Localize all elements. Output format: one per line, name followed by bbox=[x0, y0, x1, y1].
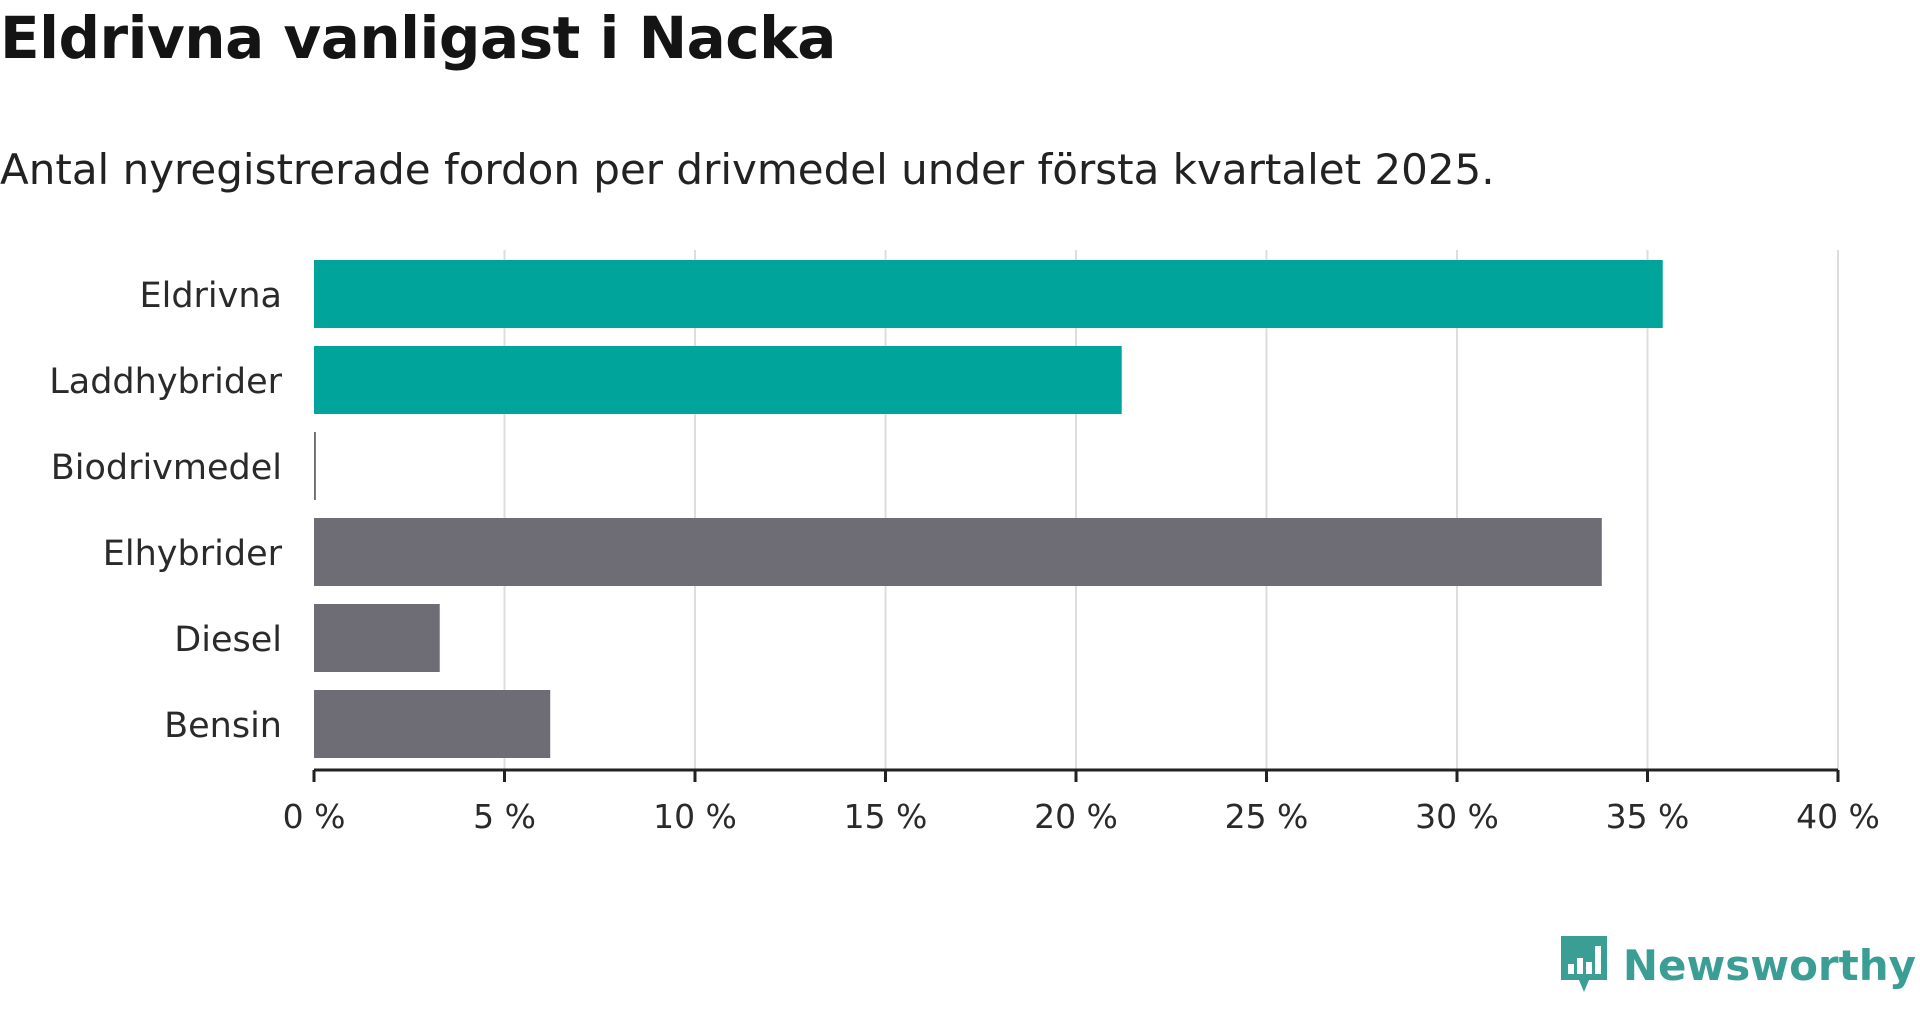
x-tick-label: 30 % bbox=[1415, 797, 1499, 836]
bar-chart-logo-icon bbox=[1560, 936, 1607, 992]
x-tick-label: 35 % bbox=[1606, 797, 1690, 836]
gridlines bbox=[503, 250, 1839, 770]
bars bbox=[314, 260, 1663, 758]
bar-chart: 0 % 5 % 10 % 15 % 20 % 25 % 30 % 35 % 40 % Eldri… bbox=[49, 250, 1880, 836]
category-label: Laddhybrider bbox=[49, 362, 282, 402]
chart-subtitle: Antal nyregistrerade fordon per drivmede… bbox=[0, 145, 1495, 194]
x-tick-label: 15 % bbox=[844, 797, 928, 836]
category-labels: Eldrivna Laddhybrider Biodrivmedel Elhybrid… bbox=[49, 276, 282, 746]
x-tick-label: 10 % bbox=[653, 797, 737, 836]
x-tick-label: 40 % bbox=[1796, 797, 1880, 836]
category-label: Biodrivmedel bbox=[51, 448, 282, 488]
bar-laddhybrider bbox=[314, 346, 1122, 414]
category-label: Diesel bbox=[174, 620, 282, 660]
bar-biodrivmedel bbox=[314, 432, 316, 500]
bar-elhybrider bbox=[314, 518, 1602, 586]
category-label: Bensin bbox=[164, 706, 282, 746]
brand-name: Newsworthy bbox=[1622, 940, 1916, 990]
category-label: Eldrivna bbox=[139, 276, 282, 316]
bar-bensin bbox=[314, 690, 551, 758]
x-tick-label: 20 % bbox=[1034, 797, 1118, 836]
brand-logo: Newsworthy bbox=[1559, 934, 1916, 996]
bar-eldrivna bbox=[314, 260, 1663, 328]
x-tick-label: 5 % bbox=[473, 797, 536, 836]
category-label: Elhybrider bbox=[103, 534, 283, 574]
x-tick-label: 0 % bbox=[283, 797, 346, 836]
x-tick-label: 25 % bbox=[1225, 797, 1309, 836]
bar-diesel bbox=[314, 604, 440, 672]
x-axis: 0 % 5 % 10 % 15 % 20 % 25 % 30 % 35 % 40 % bbox=[283, 768, 1880, 836]
chart-title: Eldrivna vanligast i Nacka bbox=[0, 4, 836, 72]
